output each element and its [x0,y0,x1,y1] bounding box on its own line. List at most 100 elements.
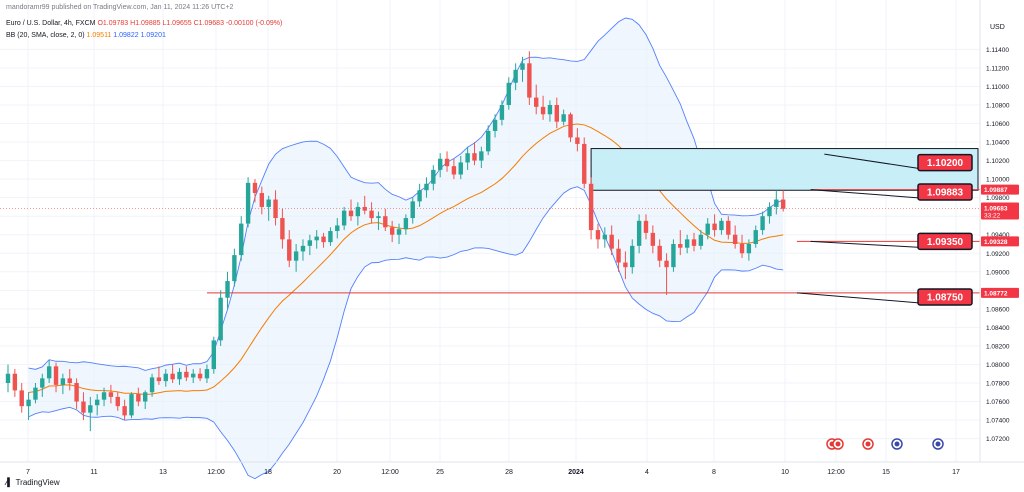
candle-body [225,281,230,298]
event-flag-dot [865,441,871,447]
level-label-box[interactable] [917,183,973,201]
candle-body [513,69,518,83]
price-tick: 1.10400 [986,140,1010,147]
price-tag-bg [981,236,1019,247]
candle-body [410,201,415,219]
tradingview-logo-icon: ⁄▍ [6,478,14,487]
bb-legend[interactable]: BB (20, SMA, close, 2, 0) 1.09511 1.0982… [6,32,166,39]
candle-body [451,166,457,175]
price-tick: 1.07600 [986,399,1010,406]
event-flag-dot [835,441,841,447]
label-pointer [810,189,921,199]
price-tick: 1.07800 [986,380,1010,387]
price-tick: 1.07400 [986,418,1010,425]
candle-body [684,239,690,248]
candle-body [177,371,182,380]
current-price-tag-bg [981,202,1019,220]
candle-body [321,236,326,243]
level-label-text: 1.08750 [927,292,964,303]
candle-body [780,199,786,209]
candle-body [143,392,148,402]
candle-body [88,405,93,413]
candle-body [719,220,724,231]
candle-body [534,97,539,107]
candle-body [273,199,278,219]
candle-body [94,399,100,406]
candle-body [657,245,662,261]
candle-body [650,232,656,246]
bb-label: BB (20, SMA, close, 2, 0) [6,32,85,39]
price-tick: 1.11200 [986,65,1009,72]
candle-body [636,220,642,246]
candle-body [12,373,18,391]
level-label-box[interactable] [917,288,973,306]
time-tick: 15 [882,469,890,476]
candle-body [156,377,162,382]
candle-body [239,223,244,256]
time-tick: 13 [159,469,167,476]
candle-body [369,210,374,219]
symbol-name[interactable]: Euro / U.S. Dollar, 4h, FXCM [6,20,96,27]
price-tick: 1.08200 [986,343,1010,350]
level-label-box[interactable] [917,232,973,251]
zone-rect[interactable] [590,148,979,191]
bb-upper-line [28,17,784,371]
time-tick: 2024 [568,469,584,476]
candle-body [300,245,306,252]
candle-body [307,240,313,246]
price-tick: 1.10600 [986,121,1010,128]
candle-body [211,340,216,370]
candle-body [335,225,340,232]
candle-body [568,114,573,138]
time-tick: 25 [436,469,444,476]
time-tick: 4 [645,469,649,476]
candle-body [691,239,697,246]
candle-body [280,218,285,240]
candle-body [486,130,491,152]
time-axis[interactable]: 7 11 13 12:00 18 20 12:00 25 28 2024 4 8 10 12:00 15 17 [26,469,960,476]
time-tick: 18 [264,469,272,476]
time-tick: 11 [90,469,97,476]
time-tick: 12:00 [207,469,225,476]
price-tag-text: 1.09887 [984,187,1008,194]
resistance-zone[interactable] [590,148,979,191]
price-tick: 1.08000 [986,362,1010,369]
price-tick: 1.11000 [986,84,1009,91]
candle-body [314,236,319,241]
candle-body [540,106,546,115]
price-tick: 1.08600 [986,306,1010,313]
candle-body [479,151,484,161]
candle-body [630,245,635,268]
publisher-line: mandoramr99 published on TradingView.com… [6,4,233,11]
price-tick: 1.08400 [986,325,1010,332]
candle-body [53,366,59,385]
time-tick: 7 [26,469,30,476]
tradingview-brand[interactable]: ⁄▍ TradingView [6,478,60,487]
candle-body [197,373,203,379]
level-label-box[interactable] [917,153,973,172]
ohlc-open: O1.09783 [97,20,129,27]
economic-events[interactable] [826,438,944,450]
current-price-tag-text: 1.09683 [984,206,1008,213]
candle-body [664,260,669,268]
candle-body [245,182,251,224]
candle-body [122,406,127,416]
candle-body [431,169,436,184]
candle-body [732,234,738,244]
price-tick: 1.11400 [986,47,1009,54]
candle-body [678,244,683,248]
level-labels[interactable]: 1.10200 1.09883 1.09350 1.08750 [796,153,973,306]
candle-body [232,255,237,282]
time-tick: 17 [952,469,960,476]
publisher-text: mandoramr99 published on TradingView.com… [6,4,234,11]
bb-basis-value: 1.09511 [86,32,112,39]
candle-body [623,262,628,268]
bb-upper-value: 1.09822 [113,32,139,39]
candle-body [293,251,299,261]
event-flag-dot [894,441,900,447]
price-tick: 1.10200 [986,158,1010,165]
candle-body [149,377,155,393]
level-label-text: 1.09350 [927,237,964,248]
